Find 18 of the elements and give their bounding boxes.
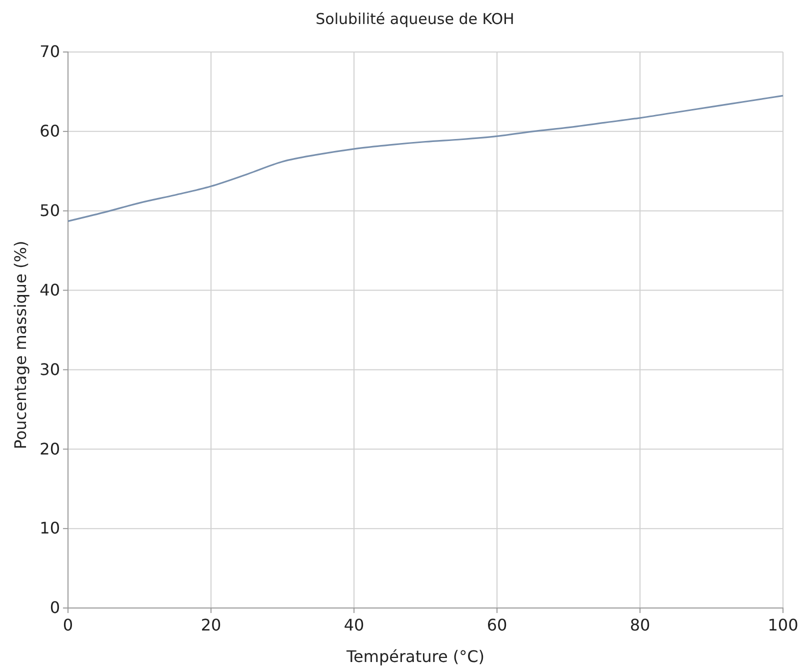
y-tick-label: 10 bbox=[40, 518, 60, 538]
x-tick-label: 80 bbox=[630, 615, 650, 634]
x-tick-label: 100 bbox=[768, 615, 798, 634]
line-series bbox=[67, 94, 784, 222]
chart-title: Solubilité aqueuse de KOH bbox=[316, 10, 514, 28]
y-tick-label: 60 bbox=[40, 122, 60, 141]
y-tick-label: 70 bbox=[40, 42, 60, 62]
x-axis-title: Température (°C) bbox=[345, 647, 485, 666]
x-tick-label: 0 bbox=[62, 615, 74, 634]
y-tick-label: 50 bbox=[40, 200, 60, 220]
x-tick-label: 20 bbox=[200, 615, 222, 634]
x-tick-label: 60 bbox=[486, 615, 508, 634]
y-axis-title: Poucentage massique (%) bbox=[11, 240, 30, 450]
y-tick-label: 40 bbox=[40, 280, 60, 300]
y-tick-label: 30 bbox=[40, 360, 60, 379]
y-tick-label: 20 bbox=[40, 439, 60, 458]
x-tick-label: 40 bbox=[344, 615, 364, 634]
y-tick-label: 0 bbox=[50, 598, 60, 618]
